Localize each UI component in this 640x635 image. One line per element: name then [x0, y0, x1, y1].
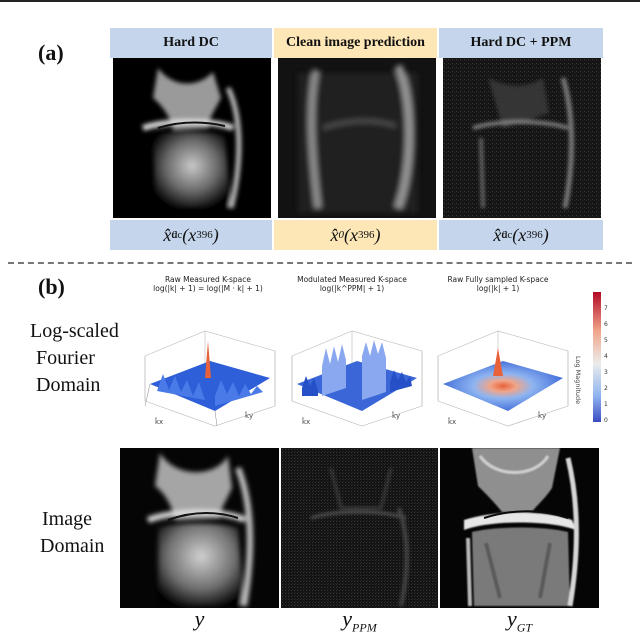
- plot-title-modulated: Modulated Measured K-space log(|k^PPM| +…: [282, 275, 422, 293]
- formula-close: ): [374, 224, 381, 245]
- caption-main: y: [194, 606, 205, 631]
- colorbar-tick: 4: [604, 353, 608, 360]
- kspace-fully-sampled-plot: k̂x k̂y Log Magnitude: [437, 330, 582, 427]
- caption-sub: GT: [516, 620, 533, 635]
- formula-base: x̂: [493, 224, 502, 245]
- header-clean-prediction: Clean image prediction: [274, 28, 437, 58]
- svg-text:k̂y: k̂y: [392, 412, 401, 420]
- caption-main: y: [342, 606, 353, 631]
- row-label-line: Domain: [40, 535, 105, 557]
- mri-hard-dc-ppm-image: [443, 58, 601, 218]
- mri-y-ppm-image: [281, 448, 438, 608]
- svg-text:k̂x: k̂x: [155, 418, 164, 426]
- row-label-image: Image Domain: [40, 506, 105, 560]
- formula-arg: (x: [512, 224, 527, 245]
- colorbar-tick: 0: [604, 417, 608, 424]
- svg-text:k̂y: k̂y: [538, 412, 547, 420]
- row-label-line: Domain: [36, 374, 101, 396]
- formula-arg: (x: [182, 224, 197, 245]
- plot-title-line: log(|k| + 1): [476, 284, 520, 293]
- header-hard-dc: Hard DC: [110, 28, 272, 58]
- formula-hard-dc-ppm: x̂ 0 dc (x 396): [439, 220, 603, 250]
- header-hard-dc-ppm: Hard DC + PPM: [439, 28, 603, 58]
- panel-b-label: (b): [38, 274, 65, 299]
- plot-title-line: Raw Fully sampled K-space: [447, 275, 549, 284]
- panel-a-label: (a): [38, 40, 64, 65]
- formula-sub: 0: [338, 229, 345, 241]
- kspace-peak: [493, 348, 503, 376]
- formula-close: ): [212, 224, 219, 245]
- section-divider: [8, 262, 632, 264]
- colorbar-label: Log Magnitude: [574, 356, 582, 404]
- plot-title-line: Modulated Measured K-space: [297, 275, 407, 284]
- caption-y-gt: yGT: [440, 606, 599, 635]
- formula-sub: 0: [171, 229, 177, 241]
- plot-title-line: Raw Measured K-space: [164, 275, 252, 284]
- formula-hard-dc: x̂ 0 dc (x 396): [110, 220, 272, 250]
- plot-title-line: log(|k^PPM| + 1): [319, 284, 385, 293]
- mri-hard-dc-image: [113, 58, 271, 218]
- caption-y-ppm: yPPM: [281, 606, 438, 635]
- colorbar-tick: 7: [604, 305, 608, 312]
- caption-main: y: [506, 606, 517, 631]
- formula-sub: 0: [501, 229, 507, 241]
- kspace-modulated-plot: k̂x k̂y: [291, 330, 423, 427]
- caption-sub: PPM: [352, 620, 377, 635]
- row-label-line: Image: [42, 508, 92, 530]
- formula-arg-sub: 396: [357, 229, 375, 241]
- plot-title-line: log(|k| + 1) = log(|M · k| + 1): [153, 284, 263, 293]
- formula-base: x̂: [163, 224, 172, 245]
- svg-text:k̂y: k̂y: [245, 412, 254, 420]
- formula-arg-sub: 396: [526, 229, 543, 241]
- colorbar-tick: 1: [604, 401, 608, 408]
- plot-title-raw-measured: Raw Measured K-space log(|k| + 1) = log(…: [138, 275, 278, 293]
- formula-arg: (x: [344, 224, 358, 245]
- kspace-raw-measured-plot: k̂x k̂y: [144, 330, 276, 427]
- kspace-peak: [205, 341, 211, 378]
- formula-sup: dc: [501, 229, 513, 241]
- formula-sup: dc: [171, 229, 183, 241]
- colorbar: 7 6 5 4 3 2 1 0: [593, 292, 608, 424]
- colorbar-tick: 2: [604, 385, 608, 392]
- row-label-fourier: Log-scaled Fourier Domain: [30, 318, 119, 399]
- formula-clean-prediction: x̂ 0 (x 396): [274, 220, 437, 250]
- formula-arg-sub: 396: [196, 229, 213, 241]
- caption-y: y: [120, 606, 279, 635]
- mri-y-image: [120, 448, 279, 608]
- plot-title-fully-sampled: Raw Fully sampled K-space log(|k| + 1): [428, 275, 568, 293]
- mri-y-gt-image: [440, 448, 599, 608]
- row-label-line: Log-scaled: [30, 320, 119, 342]
- top-rule: [0, 0, 640, 2]
- colorbar-tick: 5: [604, 337, 608, 344]
- svg-text:k̂x: k̂x: [448, 418, 457, 426]
- colorbar-tick: 6: [604, 321, 608, 328]
- mri-clean-prediction-image: [278, 58, 436, 218]
- row-label-line: Fourier: [36, 347, 95, 369]
- formula-base: x̂: [330, 224, 339, 245]
- colorbar-tick: 3: [604, 369, 608, 376]
- formula-close: ): [542, 224, 549, 245]
- svg-text:k̂x: k̂x: [302, 418, 311, 426]
